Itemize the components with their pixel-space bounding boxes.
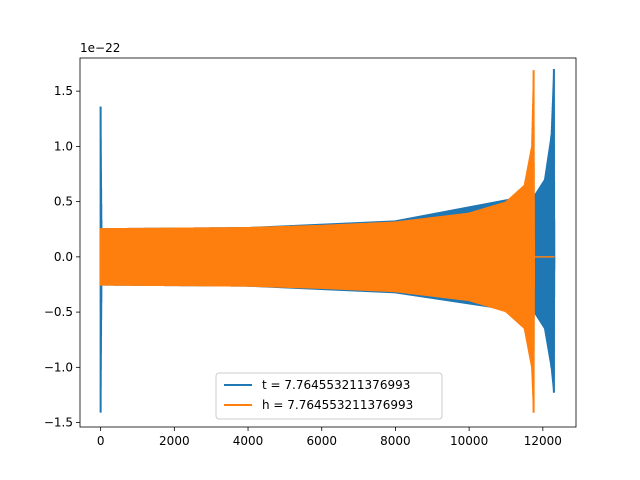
y-tick-label: 0.5 <box>54 195 73 209</box>
y-tick-label: 1.0 <box>54 139 73 153</box>
y-tick-label: −0.5 <box>44 305 73 319</box>
x-tick-label: 8000 <box>380 434 411 448</box>
x-axis: 0 2000 4000 6000 8000 10000 12000 <box>97 427 562 448</box>
y-tick-label: −1.5 <box>44 416 73 430</box>
x-tick-label: 12000 <box>524 434 562 448</box>
y-axis: −1.5 −1.0 −0.5 0.0 0.5 1.0 1.5 <box>44 84 80 430</box>
legend-box <box>215 372 443 420</box>
x-tick-label: 6000 <box>306 434 337 448</box>
y-tick-label: −1.0 <box>44 360 73 374</box>
legend-label-h: h = 7.764553211376993 <box>262 398 413 412</box>
series-line-h <box>99 73 555 413</box>
y-tick-label: 1.5 <box>54 84 73 98</box>
legend: t = 7.764553211376993 h = 7.764553211376… <box>215 372 443 420</box>
x-tick-label: 2000 <box>159 434 190 448</box>
axes-frame <box>79 57 577 428</box>
y-offset-label: 1e−22 <box>80 41 120 55</box>
plot-area <box>99 69 556 413</box>
x-tick-label: 4000 <box>233 434 264 448</box>
legend-label-t: t = 7.764553211376993 <box>262 378 410 392</box>
x-tick-label: 0 <box>97 434 105 448</box>
x-tick-label: 10000 <box>450 434 488 448</box>
y-tick-label: 0.0 <box>54 250 73 264</box>
